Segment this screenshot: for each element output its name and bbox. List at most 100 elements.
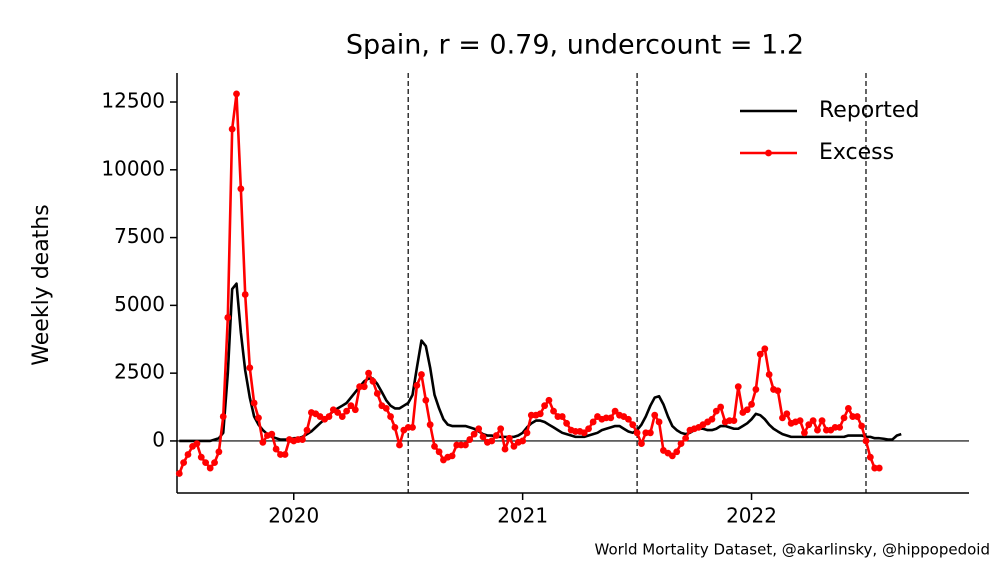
- series-marker: [422, 396, 430, 404]
- series-marker: [347, 402, 355, 410]
- series-marker: [272, 445, 280, 453]
- series-marker: [184, 451, 192, 458]
- series-marker: [259, 438, 267, 446]
- series-marker: [756, 350, 764, 358]
- series-marker: [550, 407, 557, 415]
- series-marker: [426, 421, 434, 429]
- series-marker: [241, 291, 249, 298]
- x-tick-label: 2020: [268, 504, 319, 528]
- series-marker: [250, 399, 258, 407]
- credit: World Mortality Dataset, @akarlinsky, @h…: [595, 541, 990, 559]
- series-marker: [281, 451, 289, 458]
- y-tick-label: 5000: [114, 292, 165, 316]
- y-tick-label: 0: [152, 427, 165, 451]
- series-marker: [655, 418, 663, 426]
- series-marker: [651, 411, 659, 419]
- series-marker: [193, 440, 201, 448]
- series-marker: [580, 429, 588, 437]
- series-marker: [730, 417, 738, 425]
- series-marker: [545, 396, 553, 404]
- series-marker: [673, 448, 681, 456]
- series-marker: [448, 452, 456, 460]
- series-marker: [475, 425, 483, 433]
- series-marker: [351, 406, 359, 414]
- series-marker: [303, 426, 311, 434]
- series-marker: [734, 383, 742, 391]
- series-marker: [466, 436, 474, 443]
- series-marker: [717, 403, 725, 411]
- series-marker: [563, 419, 570, 427]
- series-marker: [638, 440, 645, 448]
- series-marker: [224, 314, 232, 321]
- series-marker: [470, 430, 478, 438]
- series-marker: [589, 418, 597, 426]
- series-marker: [488, 437, 496, 445]
- series-marker: [492, 432, 500, 439]
- legend-label: Excess: [819, 140, 894, 165]
- chart-title: Spain, r = 0.79, undercount = 1.2: [346, 30, 804, 61]
- series-marker: [761, 345, 769, 353]
- series-marker: [607, 414, 615, 422]
- series-marker: [519, 437, 527, 445]
- series-marker: [783, 410, 791, 418]
- series-marker: [391, 423, 399, 431]
- y-axis-label: Weekly deaths: [29, 204, 54, 365]
- series-marker: [624, 415, 632, 423]
- series-marker: [779, 414, 786, 422]
- series-marker: [875, 464, 883, 472]
- series-marker: [862, 437, 870, 445]
- x-tick-label: 2022: [726, 504, 777, 528]
- series-marker: [365, 369, 372, 377]
- series-marker: [497, 425, 505, 433]
- series-marker: [748, 400, 755, 408]
- series-marker: [228, 125, 236, 133]
- series-marker: [505, 434, 513, 442]
- series-marker: [501, 445, 509, 453]
- series-marker: [206, 464, 214, 472]
- series-marker: [462, 441, 469, 449]
- series-marker: [334, 409, 342, 416]
- series-marker: [479, 433, 487, 441]
- x-tick-label: 2021: [497, 504, 548, 528]
- series-marker: [629, 421, 637, 429]
- legend-marker: [765, 149, 772, 157]
- series-marker: [431, 442, 438, 450]
- series-marker: [796, 417, 804, 425]
- series-marker: [536, 410, 544, 418]
- series-marker: [202, 459, 210, 467]
- series-marker: [633, 429, 641, 437]
- series-marker: [805, 421, 813, 429]
- series-marker: [712, 407, 720, 415]
- series-line: [179, 282, 902, 443]
- series-marker: [646, 429, 654, 437]
- series-marker: [180, 459, 188, 467]
- series-marker: [413, 381, 421, 389]
- series-marker: [237, 185, 245, 193]
- series-marker: [765, 371, 773, 378]
- series-marker: [523, 429, 531, 437]
- series-marker: [801, 429, 808, 437]
- series-marker: [677, 440, 685, 448]
- series-marker: [338, 413, 346, 420]
- series-marker: [844, 405, 852, 412]
- series-marker: [396, 441, 403, 449]
- series-marker: [853, 413, 861, 420]
- series-marker: [409, 423, 416, 431]
- series-marker: [682, 434, 690, 442]
- series-marker: [858, 422, 866, 430]
- series-marker: [299, 436, 306, 443]
- series-marker: [255, 414, 262, 422]
- series-marker: [343, 407, 351, 415]
- series-marker: [215, 448, 223, 456]
- series-marker: [668, 452, 676, 460]
- legend-label: Reported: [819, 98, 919, 123]
- series-marker: [325, 413, 333, 420]
- y-tick-label: 10000: [101, 156, 165, 180]
- series-marker: [175, 470, 183, 477]
- y-tick-label: 7500: [114, 224, 165, 248]
- series-marker: [387, 413, 394, 420]
- series-marker: [360, 383, 368, 391]
- series-marker: [840, 414, 848, 422]
- series-marker: [814, 426, 821, 434]
